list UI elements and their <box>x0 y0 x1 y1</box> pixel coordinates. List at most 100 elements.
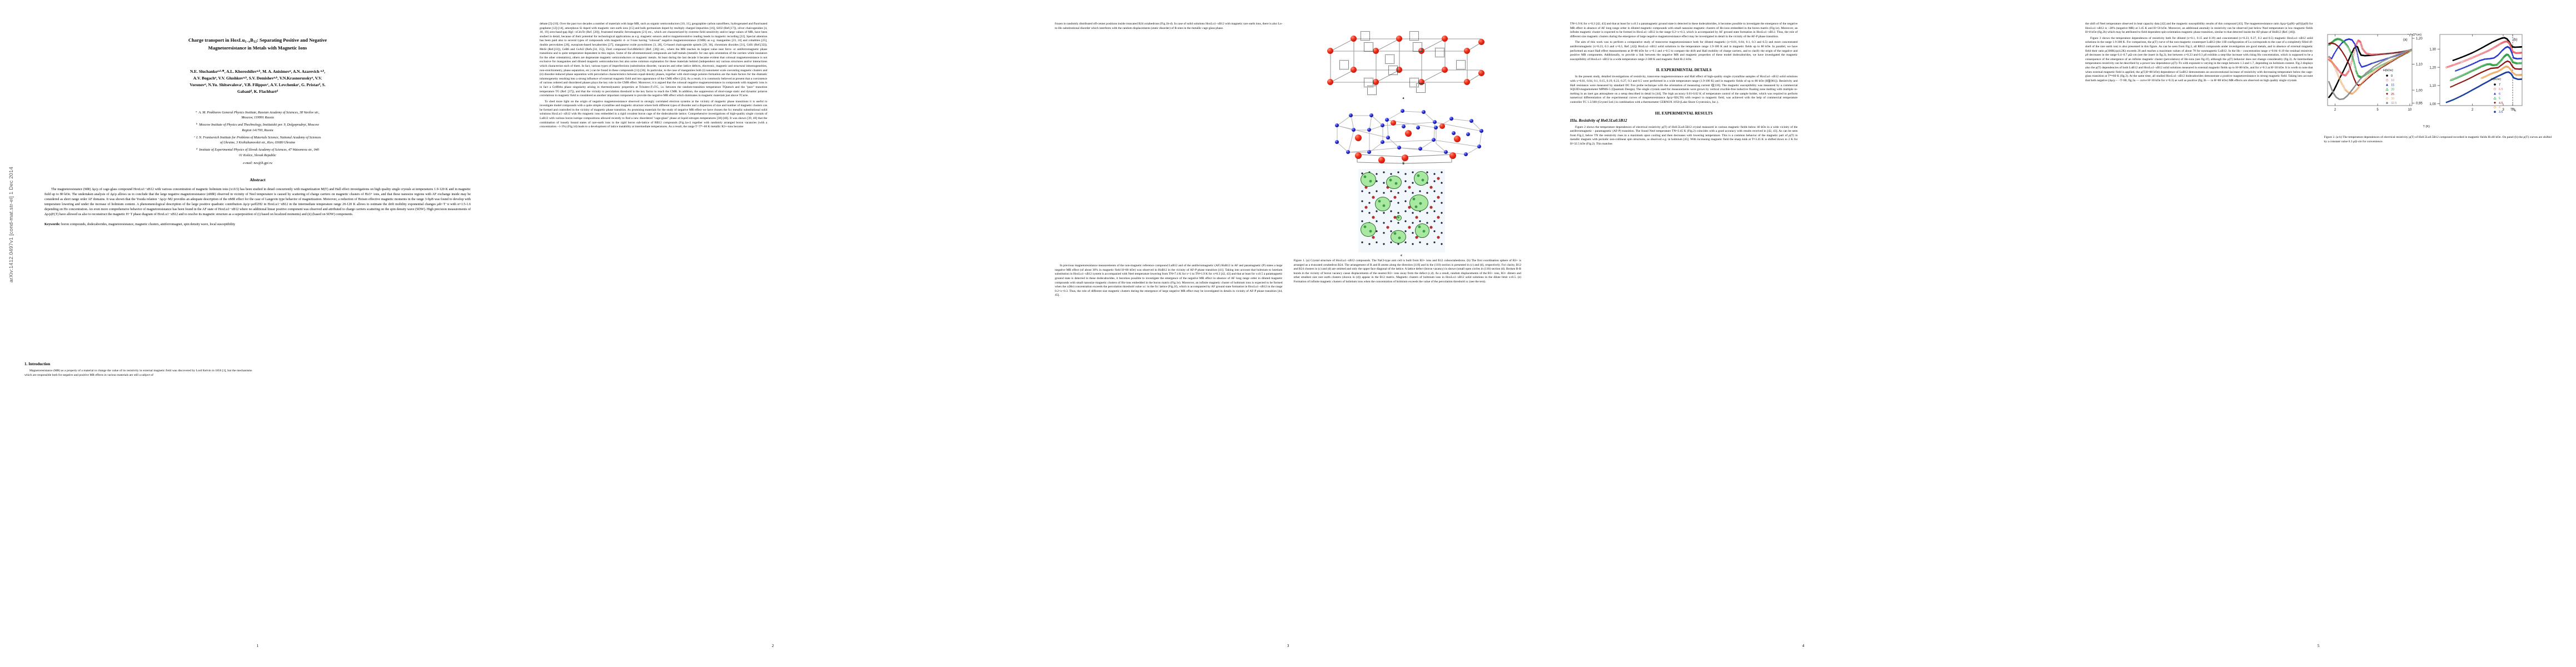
boron-atom <box>1431 138 1436 142</box>
svg-text:1,30: 1,30 <box>2429 48 2436 51</box>
page-4-paragraph-1: TN≈1.9 K for x=0.3 [42, 43] and that at … <box>1570 22 1798 38</box>
page-5-column-1: the shift of Neel temperature observed i… <box>2085 22 2313 145</box>
figure-2-chart: ρ (μΩ*cm) T (K) (a) 2 5 10 0,95 1,00 1,10 1,20 H… <box>2324 24 2552 133</box>
b12-cluster-marker <box>1388 66 1398 75</box>
boron-atom <box>1443 150 1448 154</box>
boron-atom <box>1380 123 1384 127</box>
boron-atom <box>1348 113 1353 117</box>
boron-atom <box>1416 126 1420 130</box>
ho-lu-ion <box>1372 48 1379 54</box>
page-2-paragraph-1: debate [5]-[10]. Over the past two decad… <box>540 22 768 98</box>
affiliation-a: a A. M. Prokhorov General Physics Instit… <box>196 109 320 120</box>
svg-text:6: 6 <box>2499 92 2500 96</box>
svg-text:15: 15 <box>2391 83 2394 87</box>
figure-1: a <box>1293 26 1522 285</box>
ho-lu-ion <box>1350 67 1357 73</box>
chart-xlabel: T (K) <box>2423 125 2430 128</box>
magnetic-cluster <box>1360 172 1376 187</box>
svg-text:1,10: 1,10 <box>2416 63 2423 67</box>
b12-cluster-marker <box>1363 42 1373 52</box>
boron-atom <box>1418 147 1422 151</box>
page-4-experimental-details: In the present study, detailed investiga… <box>1570 75 1798 104</box>
affiliation-b: b Moscow Institute of Physics and Thechn… <box>196 122 320 132</box>
svg-text:2: 2 <box>2334 108 2336 112</box>
boron-atom <box>1351 128 1356 132</box>
page-2-paragraph-2: To shed more light on the origin of nega… <box>540 99 768 129</box>
front-matter: Charge transport in HoxLu1−xB12: Separat… <box>0 0 515 227</box>
svg-text:30: 30 <box>2391 97 2394 101</box>
boron-atom <box>1421 110 1426 114</box>
page-3-column-1: frozen in randomly distributed off-cente… <box>1055 22 1283 298</box>
figure-2-caption: Figure 2. (a-b) The temperature dependen… <box>2324 136 2552 143</box>
page-2-column-1: debate [5]-[10]. Over the past two decad… <box>540 22 768 130</box>
ho-lu-ion <box>1327 48 1333 54</box>
ho-lu-ion <box>1418 48 1424 54</box>
boron-atom <box>1433 126 1438 130</box>
page-2: debate [5]-[10]. Over the past two decad… <box>515 0 1030 667</box>
ho-lu-ion <box>1478 39 1484 45</box>
subsection-heading-resistivity: IIIa. Resistivity of Ho0.5Lu0.5B12 <box>1570 118 1627 123</box>
keywords-body: boron compounds, dodecaborides, magnetor… <box>61 222 236 226</box>
ho-lu-ion <box>1439 123 1445 129</box>
svg-text:(a): (a) <box>2403 38 2408 42</box>
magnetic-cluster <box>1413 171 1428 186</box>
page-4-paragraph-2: The aim of this work was to perform a co… <box>1570 41 1798 61</box>
b12-cluster-marker <box>1360 31 1370 41</box>
svg-text:0,95: 0,95 <box>2416 102 2423 106</box>
b12-cluster-marker <box>1384 54 1394 64</box>
svg-text:7: 7 <box>2499 83 2500 87</box>
svg-text:10: 10 <box>2408 108 2411 112</box>
arxiv-stamp: arXiv:1412.0497v1 [cond-mat.str-el] 1 De… <box>8 167 14 283</box>
ho-lu-ion <box>1354 135 1362 141</box>
figure-1-structure-panels: a <box>1294 26 1522 257</box>
ho-lu-ion <box>1449 152 1456 159</box>
magnetic-cluster <box>1414 223 1429 238</box>
svg-text:32.5: 32.5 <box>2391 102 2397 105</box>
svg-text:1,20: 1,20 <box>2429 66 2436 69</box>
page-5-paragraph-1: the shift of Neel temperature observed i… <box>2085 22 2313 34</box>
page-3-column-2: a <box>1293 22 1522 298</box>
ho-lu-ion <box>1378 157 1385 163</box>
ho-lu-ion <box>1396 67 1402 73</box>
boron-atom <box>1400 109 1404 113</box>
page-1-column-2 <box>263 356 491 377</box>
svg-text:T: T <box>2512 108 2514 112</box>
svg-text:2: 2 <box>2472 108 2474 112</box>
page-5: the shift of Neel temperature observed i… <box>2061 0 2576 667</box>
boron-atom <box>1469 119 1473 123</box>
page-3: frozen in randomly distributed off-cente… <box>1030 0 1546 667</box>
affiliations: a A. M. Prokhorov General Physics Instit… <box>38 109 477 159</box>
magnetic-cluster <box>1409 195 1428 211</box>
boron-atom <box>1334 123 1339 127</box>
page-3-paragraph-1: frozen in randomly distributed off-cente… <box>1055 22 1283 30</box>
author-list: N.E. Sluchankoa,b,★, A.L. Khoroshilova,b… <box>190 69 326 94</box>
boron-atom <box>1334 140 1339 144</box>
page-3-paragraph-2: In previous magnetoresistance measuremen… <box>1055 264 1283 297</box>
section-heading-experimental-details: II. EXPERIMENTAL DETAILS <box>1656 68 1712 73</box>
ho-lu-ion <box>1453 136 1461 142</box>
page-2-column-2 <box>779 22 1007 130</box>
svg-text:10: 10 <box>2391 79 2394 82</box>
abstract-heading: Abstract <box>250 177 266 182</box>
page-number-5: 5 <box>2317 643 2320 648</box>
page-2-body: debate [5]-[10]. Over the past two decad… <box>515 22 1030 130</box>
page-number-1: 1 <box>256 643 259 648</box>
svg-text:4: 4 <box>2499 106 2500 109</box>
title-line-2: Magnetoresistance in Metals with Magneti… <box>208 44 307 51</box>
b12-cluster-marker <box>1434 48 1444 57</box>
page-4-column-2 <box>1809 22 2037 146</box>
b12-cluster-marker <box>1412 42 1422 52</box>
boron-atom <box>1401 125 1406 128</box>
page-1-body: 1. Introduction Magnetoresistance (MR) a… <box>0 356 515 377</box>
svg-text:3: 3 <box>2502 108 2504 112</box>
svg-text:1,20: 1,20 <box>2416 37 2423 41</box>
b12-cluster-marker <box>1363 78 1373 87</box>
figure-1-caption: Figure 1. (a) Crystal structure of HoxLu… <box>1293 259 1522 283</box>
svg-text:5: 5 <box>2376 108 2379 112</box>
title-line-1: Charge transport in HoxLu1−xB12: Separat… <box>188 37 327 44</box>
svg-text:25: 25 <box>2391 93 2394 96</box>
boron-atom <box>1449 117 1453 121</box>
svg-text:5: 5 <box>2499 97 2500 101</box>
b12-cluster-marker <box>1416 83 1426 93</box>
affiliation-d: d Institute of Experimental Physics of S… <box>196 147 319 158</box>
